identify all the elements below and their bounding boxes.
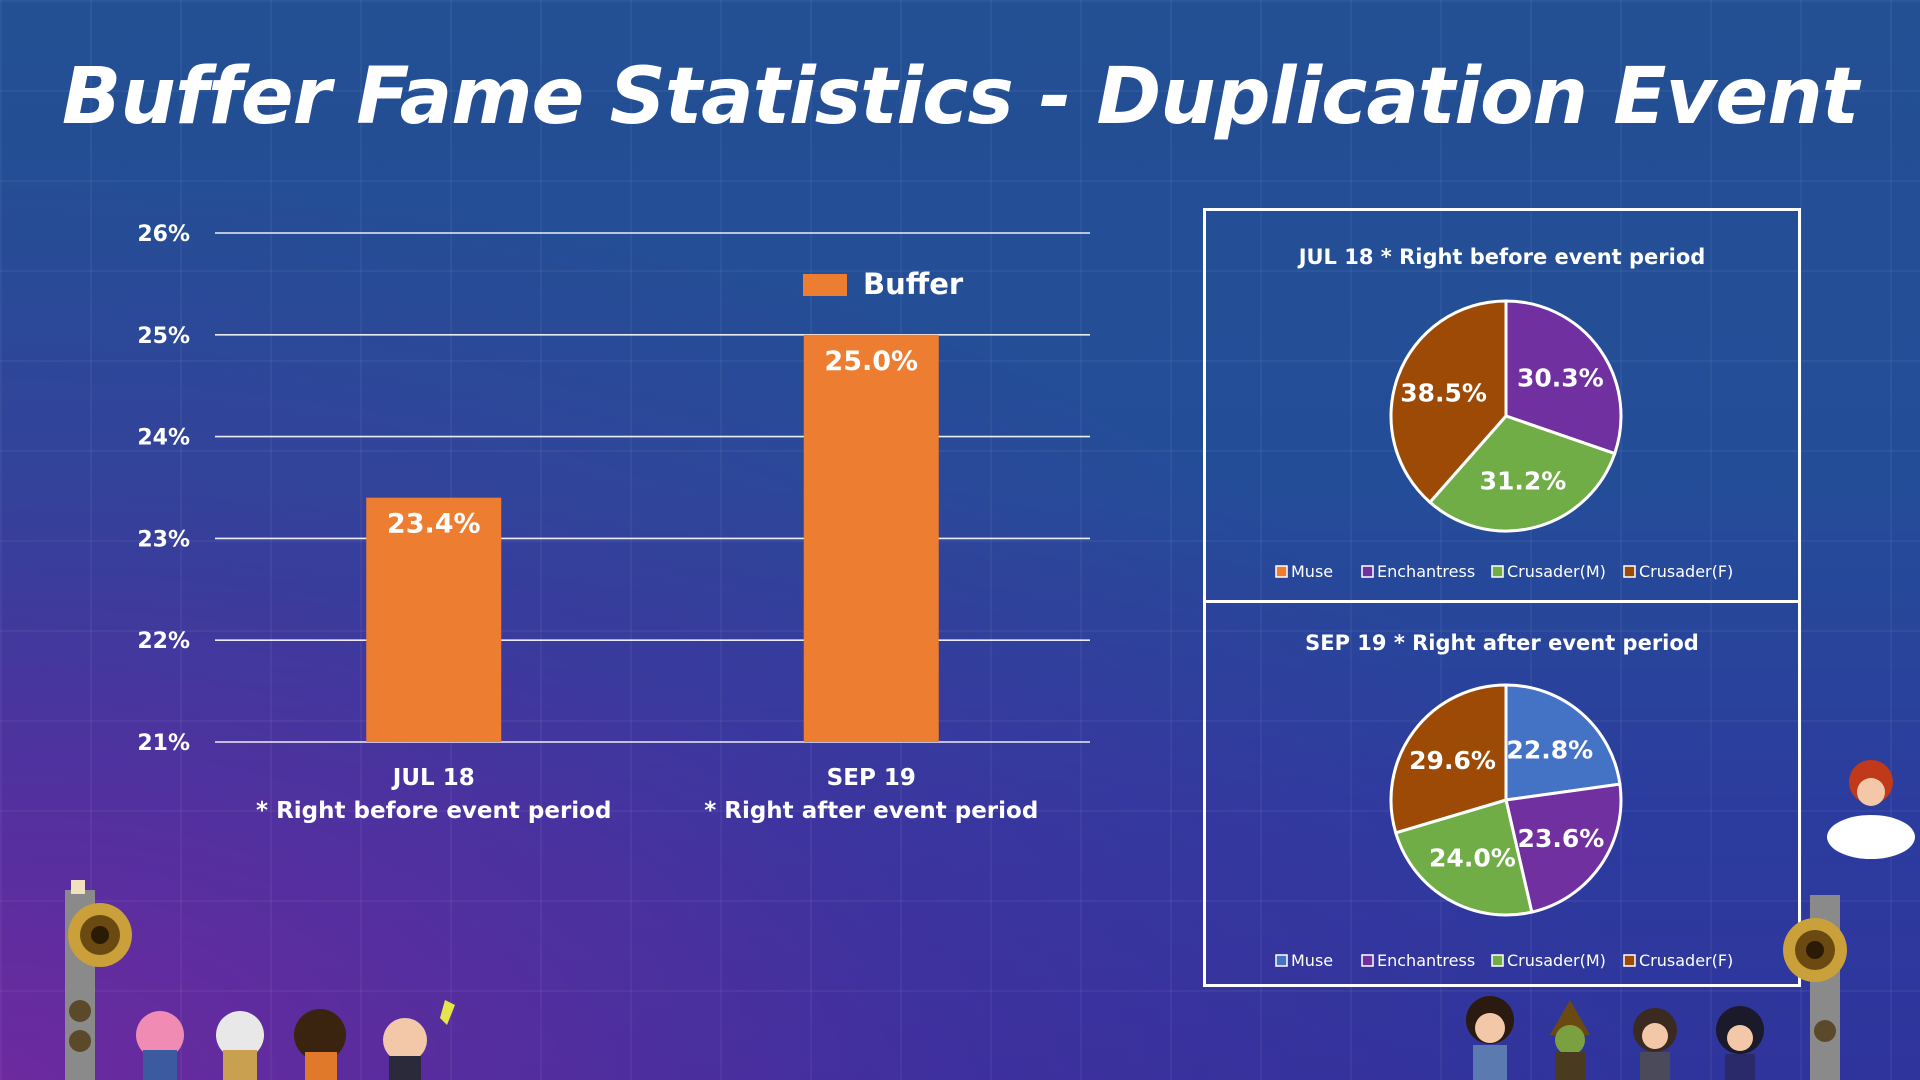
pixel-character-icon (136, 1000, 455, 1080)
page-title: Buffer Fame Statistics - Duplication Eve… (61, 52, 1859, 142)
legend-label: Muse (1291, 951, 1333, 970)
y-tick-label: 23% (137, 527, 190, 552)
legend-label: Muse (1291, 562, 1333, 581)
pixel-cloud-icon (1827, 760, 1915, 859)
slice-label: 24.0% (1429, 844, 1516, 873)
pie-panel-jul18: JUL 18 * Right before event period 30.3% 3… (1203, 208, 1801, 603)
slice-label: 23.6% (1518, 824, 1605, 853)
data-label: 23.4% (387, 509, 481, 540)
legend-swatch (1275, 954, 1288, 967)
y-tick-label: 22% (137, 629, 190, 654)
x-tick-label: JUL 18 (391, 765, 475, 791)
slice-label: 31.2% (1480, 466, 1567, 495)
pie-title: SEP 19 * Right after event period (1305, 631, 1699, 655)
pie-slice (1427, 414, 1617, 533)
legend-label: Buffer (863, 267, 964, 301)
pie-slice (1389, 299, 1508, 505)
legend-label: Enchantress (1377, 951, 1475, 970)
slice-label: 29.6% (1409, 746, 1496, 775)
slice-label: 30.3% (1517, 363, 1604, 392)
legend-label: Enchantress (1377, 562, 1475, 581)
pie-slice (1504, 299, 1623, 456)
slice-label: 38.5% (1400, 378, 1487, 407)
legend-swatch (1491, 565, 1504, 578)
pixel-speaker-icon (1783, 895, 1847, 1080)
legend-label: Crusader(F) (1639, 562, 1733, 581)
y-tick-label: 26% (137, 222, 190, 247)
bar (366, 497, 502, 742)
pie-slice (1504, 782, 1623, 914)
legend-label: Crusader(M) (1507, 951, 1606, 970)
pie-slice (1389, 683, 1508, 835)
x-tick-label: * Right before event period (256, 798, 611, 824)
legend-label: Crusader(F) (1639, 951, 1733, 970)
legend-swatch (1623, 565, 1636, 578)
legend-swatch (1275, 565, 1288, 578)
slice-label: 22.8% (1506, 736, 1593, 765)
pie-chart-sep19: SEP 19 * Right after event period 22.8% 23… (1275, 631, 1733, 970)
legend-swatch (803, 274, 847, 296)
pixel-speaker-icon (65, 880, 132, 1080)
pie-title: JUL 18 * Right before event period (1297, 245, 1706, 269)
x-tick-label: * Right after event period (704, 798, 1038, 824)
legend-label: Crusader(M) (1507, 562, 1606, 581)
pie-panel-sep19: SEP 19 * Right after event period 22.8% 23… (1203, 600, 1801, 987)
legend-swatch (1491, 954, 1504, 967)
y-tick-label: 24% (137, 426, 190, 451)
bar-chart: 21% 22% 23% 24% 25% 26% 23.4% JUL 18 * Right bef… (137, 222, 1090, 824)
y-tick-label: 21% (137, 731, 190, 756)
pie-slice (1393, 798, 1534, 917)
legend-swatch (1361, 565, 1374, 578)
pie-chart-jul18: JUL 18 * Right before event period 30.3% 3… (1275, 245, 1733, 581)
legend-swatch (1361, 954, 1374, 967)
y-tick-label: 25% (137, 324, 190, 349)
pixel-character-icon (1466, 996, 1764, 1080)
legend-swatch (1623, 954, 1636, 967)
pie-slice (1504, 683, 1622, 802)
data-label: 25.0% (824, 346, 918, 377)
x-tick-label: SEP 19 (827, 765, 916, 791)
bar (803, 334, 939, 742)
